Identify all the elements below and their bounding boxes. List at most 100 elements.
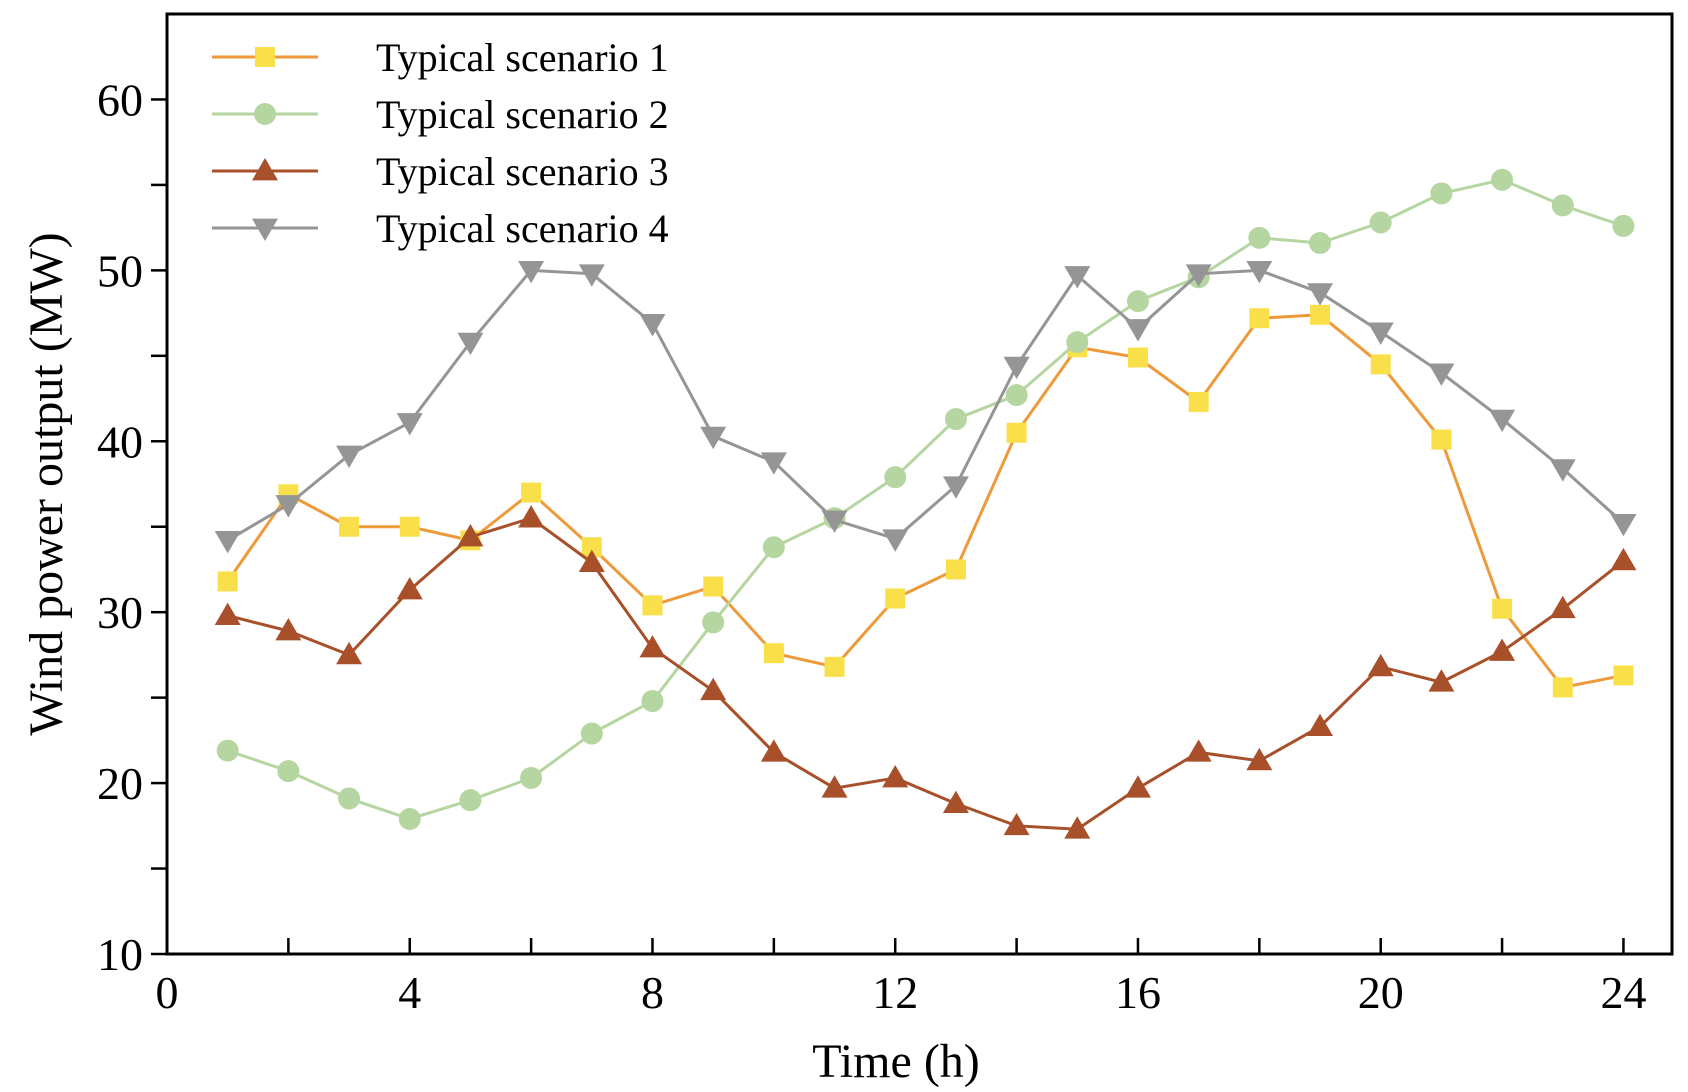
- series-3-line: [227, 516, 1625, 831]
- x-axis-title: Time (h): [812, 1035, 980, 1088]
- series-1-point: [824, 656, 845, 677]
- series-2-point: [1005, 384, 1028, 407]
- legend-marker: [252, 218, 278, 241]
- series-4-point: [1064, 266, 1091, 289]
- series-3-point: [1549, 595, 1576, 619]
- series-3-point: [214, 602, 241, 625]
- series-3-point: [1428, 669, 1455, 692]
- x-tick-label: 4: [398, 967, 421, 1018]
- series-1-point: [1613, 665, 1634, 686]
- series-4-point: [396, 413, 423, 436]
- series-3-point: [760, 739, 787, 762]
- legend-item-4: Typical scenario 4: [212, 206, 669, 251]
- series-4-point: [1185, 264, 1212, 287]
- series-4-point: [457, 332, 484, 356]
- series-2-point: [216, 739, 239, 762]
- series-4-point: [942, 476, 969, 499]
- series-3-point: [639, 635, 666, 658]
- legend: Typical scenario 1 Typical scenario 2 Typi…: [212, 35, 669, 251]
- y-tick-label: 50: [97, 245, 143, 296]
- series-2-point: [520, 766, 543, 789]
- series-4-point: [1246, 261, 1273, 284]
- series-4-point: [700, 426, 727, 450]
- legend-label: Typical scenario 2: [376, 92, 669, 137]
- y-tick-label: 40: [97, 416, 143, 467]
- series-3-point: [1307, 713, 1334, 737]
- series-2-point: [277, 760, 300, 783]
- series-3-point: [1610, 547, 1637, 571]
- series-2-point: [1309, 232, 1332, 255]
- legend-marker: [255, 47, 275, 67]
- series-1-point: [1249, 308, 1270, 329]
- series-2: [216, 168, 1635, 830]
- series-4-line: [226, 268, 1625, 542]
- series-1-point: [399, 516, 420, 537]
- legend-item-1: Typical scenario 1: [212, 35, 669, 80]
- series-1-point: [1492, 598, 1513, 619]
- series-3-point: [942, 790, 969, 813]
- x-tick-label: 24: [1600, 967, 1646, 1018]
- axis-tick-labels: 0 4 8 12 16 20 24 10 20 30 40 50 60: [97, 74, 1646, 1018]
- series-2-point: [762, 536, 785, 559]
- series-1-point: [1552, 677, 1573, 698]
- series-3-point: [821, 775, 848, 798]
- y-tick-label: 10: [97, 929, 143, 980]
- x-tick-label: 0: [156, 967, 179, 1018]
- series-4-point: [1428, 363, 1455, 386]
- legend-item-2: Typical scenario 2: [212, 92, 669, 137]
- series-3-point: [396, 576, 423, 600]
- series-4-point: [1549, 459, 1576, 482]
- series-1-point: [642, 595, 663, 616]
- series-4: [214, 261, 1637, 554]
- series-1-point: [521, 482, 542, 503]
- series-4-point: [336, 445, 363, 468]
- x-tick-label: 20: [1358, 967, 1404, 1018]
- series-4-point: [821, 510, 848, 533]
- series-4-point: [760, 452, 787, 475]
- series-4-point: [1489, 409, 1516, 433]
- series-4-point: [578, 264, 605, 287]
- series-2-point: [459, 789, 482, 812]
- series-layer: [214, 168, 1637, 839]
- series-2-point: [580, 722, 603, 745]
- series-3-point: [275, 617, 302, 641]
- series-2-point: [1430, 182, 1453, 205]
- series-3-point: [1489, 638, 1516, 661]
- y-tick-label: 20: [97, 758, 143, 809]
- series-3-point: [336, 641, 363, 665]
- series-4-point: [214, 531, 241, 554]
- series-3-point: [518, 505, 545, 528]
- series-1-point: [1006, 422, 1027, 443]
- series-2-point: [641, 690, 664, 713]
- series-3: [214, 505, 1637, 839]
- legend-item-3: Typical scenario 3: [212, 149, 669, 194]
- series-3-point: [1246, 747, 1273, 771]
- series-1-point: [1370, 354, 1391, 375]
- series-1-point: [763, 643, 784, 664]
- series-4-point: [1124, 319, 1151, 342]
- series-3-point: [457, 523, 484, 547]
- series-2-point: [944, 408, 967, 431]
- series-2-point: [398, 807, 421, 830]
- series-1-point: [945, 559, 966, 580]
- series-3-point: [578, 549, 605, 572]
- legend-marker: [252, 158, 278, 181]
- series-3-point: [1124, 775, 1151, 798]
- series-2-point: [1612, 214, 1635, 237]
- y-axis-title: Wind power output (MW): [20, 232, 73, 735]
- series-1-point: [1188, 391, 1209, 412]
- legend-label: Typical scenario 4: [376, 206, 669, 251]
- legend-marker: [254, 103, 276, 125]
- series-1-point: [703, 576, 724, 597]
- series-4-point: [1003, 356, 1030, 380]
- series-1-point: [1310, 304, 1331, 325]
- series-2-point: [1551, 194, 1574, 217]
- plot-frame: [165, 12, 1674, 956]
- legend-label: Typical scenario 1: [376, 35, 669, 80]
- x-tick-label: 12: [872, 967, 918, 1018]
- x-tick-label: 8: [641, 967, 664, 1018]
- series-4-point: [1610, 513, 1637, 537]
- series-3-point: [1003, 812, 1030, 836]
- series-4-point: [518, 261, 545, 284]
